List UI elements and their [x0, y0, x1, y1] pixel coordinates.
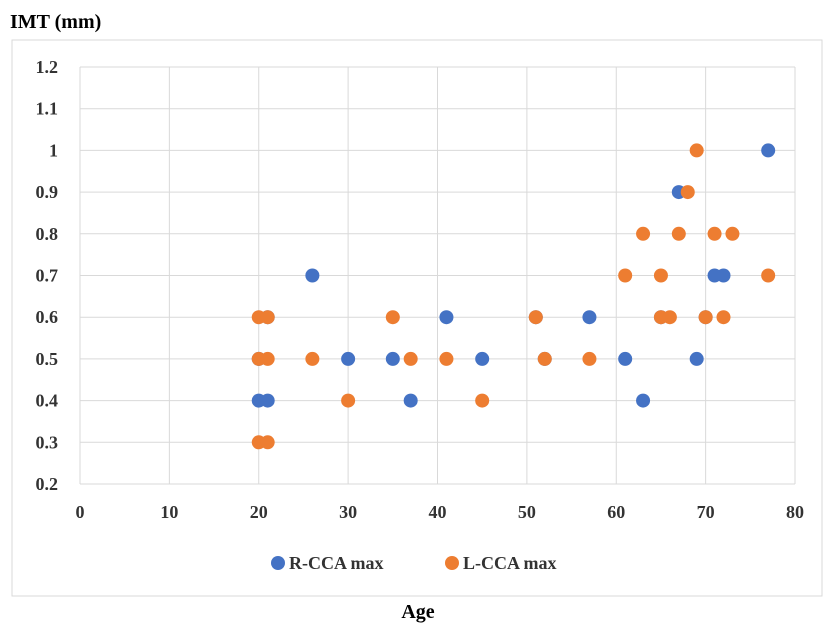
data-point [260, 351, 275, 366]
data-point [662, 310, 677, 325]
y-tick-label: 0.9 [36, 182, 59, 202]
x-tick-label: 70 [697, 502, 715, 522]
data-point [403, 351, 418, 366]
data-point [260, 435, 275, 450]
legend-marker [271, 556, 285, 570]
y-tick-label: 0.4 [36, 391, 59, 411]
x-axis-tick-labels: 0 10 20 30 40 50 60 70 80 [76, 502, 805, 522]
data-point [707, 226, 722, 241]
data-point [689, 351, 704, 366]
y-tick-label: 0.2 [36, 474, 59, 494]
y-tick-label: 1.2 [36, 57, 59, 77]
x-tick-label: 50 [518, 502, 536, 522]
data-point [761, 143, 776, 158]
data-point [689, 143, 704, 158]
x-tick-label: 40 [429, 502, 447, 522]
data-point [636, 393, 651, 408]
y-tick-label: 0.3 [36, 432, 59, 452]
x-tick-label: 60 [607, 502, 625, 522]
x-tick-label: 30 [339, 502, 357, 522]
x-tick-label: 80 [786, 502, 804, 522]
data-point [671, 226, 686, 241]
data-point [403, 393, 418, 408]
legend-marker [445, 556, 459, 570]
data-point [716, 268, 731, 283]
y-tick-label: 1 [49, 140, 58, 160]
x-tick-label: 0 [76, 502, 85, 522]
data-point [305, 351, 320, 366]
data-point [439, 351, 454, 366]
data-point [439, 310, 454, 325]
y-tick-label: 0.7 [36, 266, 59, 286]
data-point [582, 351, 597, 366]
data-point [716, 310, 731, 325]
x-tick-label: 10 [160, 502, 178, 522]
data-point [680, 185, 695, 200]
y-tick-label: 0.6 [36, 307, 59, 327]
data-point [618, 351, 633, 366]
data-point [653, 268, 668, 283]
data-point [537, 351, 552, 366]
y-axis-tick-labels: 1.2 1.1 1 0.9 0.8 0.7 0.6 0.5 0.4 0.3 0.2 [36, 57, 59, 494]
legend: R-CCA max L-CCA max [271, 553, 557, 573]
data-points [251, 143, 776, 450]
y-tick-label: 0.8 [36, 224, 59, 244]
y-tick-label: 1.1 [36, 99, 59, 119]
y-tick-label: 0.5 [36, 349, 59, 369]
x-tick-label: 20 [250, 502, 268, 522]
x-axis-title: Age [401, 601, 434, 623]
data-point [305, 268, 320, 283]
data-point [528, 310, 543, 325]
data-point [698, 310, 713, 325]
chart-area-frame [11, 39, 823, 597]
data-point [475, 351, 490, 366]
data-point [341, 393, 356, 408]
y-axis-title: IMT (mm) [10, 11, 101, 33]
legend-label: L-CCA max [463, 553, 557, 573]
data-point [260, 310, 275, 325]
data-point [341, 351, 356, 366]
data-point [582, 310, 597, 325]
data-point [725, 226, 740, 241]
data-point [761, 268, 776, 283]
data-point [618, 268, 633, 283]
series-l-cca-max [251, 143, 776, 450]
legend-label: R-CCA max [289, 553, 384, 573]
data-point [260, 393, 275, 408]
data-point [636, 226, 651, 241]
data-point [385, 310, 400, 325]
data-point [475, 393, 490, 408]
data-point [385, 351, 400, 366]
